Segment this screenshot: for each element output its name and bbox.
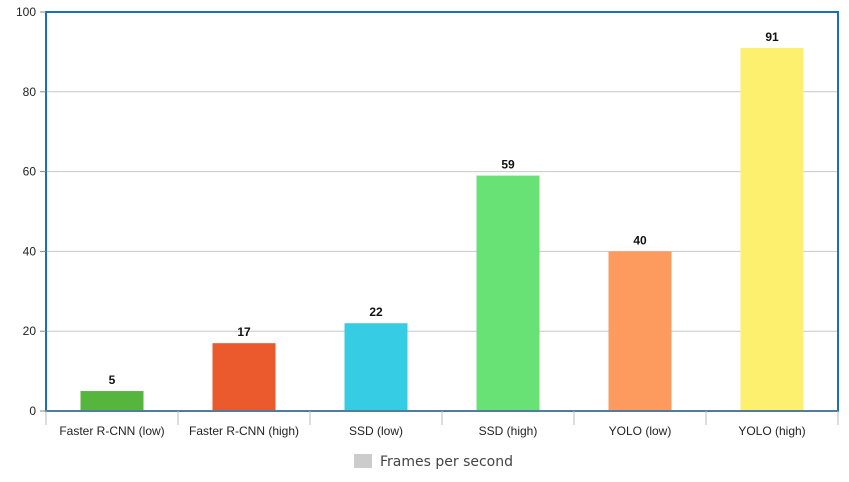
data-label: 22 xyxy=(369,305,383,319)
bar xyxy=(212,343,276,411)
data-label: 59 xyxy=(501,158,515,172)
bar xyxy=(476,175,540,411)
grid-lines xyxy=(46,91,838,332)
legend-swatch xyxy=(354,454,372,468)
data-label: 17 xyxy=(237,325,251,339)
data-labels: 5 17 22 59 40 91 xyxy=(109,30,779,387)
data-label: 91 xyxy=(765,30,779,44)
x-tick-label: YOLO (high) xyxy=(738,424,805,438)
x-tick-label: YOLO (low) xyxy=(609,424,672,438)
bar xyxy=(344,323,408,411)
legend-label: Frames per second xyxy=(380,454,513,470)
y-tick-label: 20 xyxy=(23,324,37,338)
x-tick-label: SSD (high) xyxy=(479,424,538,438)
bar xyxy=(608,251,672,411)
y-tick-label: 60 xyxy=(23,165,37,179)
bar xyxy=(80,391,144,411)
plot-frame xyxy=(45,11,839,412)
bars xyxy=(80,47,804,411)
data-label: 5 xyxy=(109,373,116,387)
x-tick-label: Faster R-CNN (high) xyxy=(189,424,299,438)
plot-border xyxy=(45,11,839,412)
y-axis: 0 20 40 60 80 100 xyxy=(16,5,46,418)
y-tick-label: 80 xyxy=(23,85,37,99)
legend: Frames per second xyxy=(354,454,513,470)
x-axis: Faster R-CNN (low) Faster R-CNN (high) SSD… xyxy=(45,410,839,438)
bar xyxy=(740,47,804,411)
y-tick-label: 100 xyxy=(16,5,36,19)
y-tick-label: 0 xyxy=(29,404,36,418)
data-label: 40 xyxy=(633,233,647,247)
y-tick-label: 40 xyxy=(23,244,37,258)
x-tick-label: Faster R-CNN (low) xyxy=(59,424,164,438)
x-tick-label: SSD (low) xyxy=(349,424,403,438)
